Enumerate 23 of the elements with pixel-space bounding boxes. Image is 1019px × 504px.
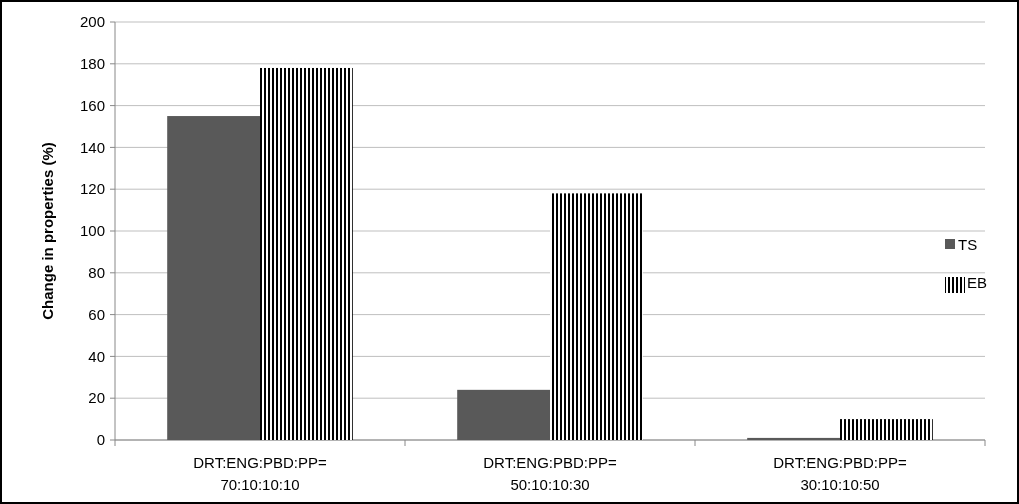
legend-label: TS: [958, 236, 978, 254]
bar: [747, 437, 840, 440]
x-tick-label: DRT:ENG:PBD:PP= 30:10:10:50: [773, 454, 907, 493]
y-tick-label: 20: [88, 389, 105, 407]
bar: [840, 419, 933, 440]
legend-label: EB: [967, 274, 988, 292]
y-tick-label: 100: [79, 222, 105, 240]
bar: [457, 389, 550, 440]
y-tick-label: 180: [79, 55, 105, 73]
y-tick-label: 0: [96, 431, 105, 449]
y-tick-label: 160: [79, 96, 105, 114]
x-tick-label: DRT:ENG:PBD:PP= 70:10:10:10: [193, 454, 327, 493]
y-tick-label: 120: [79, 180, 105, 198]
y-tick-label: 40: [88, 347, 105, 365]
bar: [260, 67, 353, 440]
x-tick-label: DRT:ENG:PBD:PP= 50:10:10:30: [483, 454, 617, 493]
bar: [550, 193, 643, 440]
y-tick-label: 60: [88, 305, 105, 323]
bar: [167, 116, 260, 440]
y-tick-label: 80: [88, 264, 105, 282]
y-tick-label: 200: [79, 13, 105, 31]
y-axis-title: Change in properties (%): [39, 142, 56, 320]
y-tick-label: 140: [79, 138, 105, 156]
